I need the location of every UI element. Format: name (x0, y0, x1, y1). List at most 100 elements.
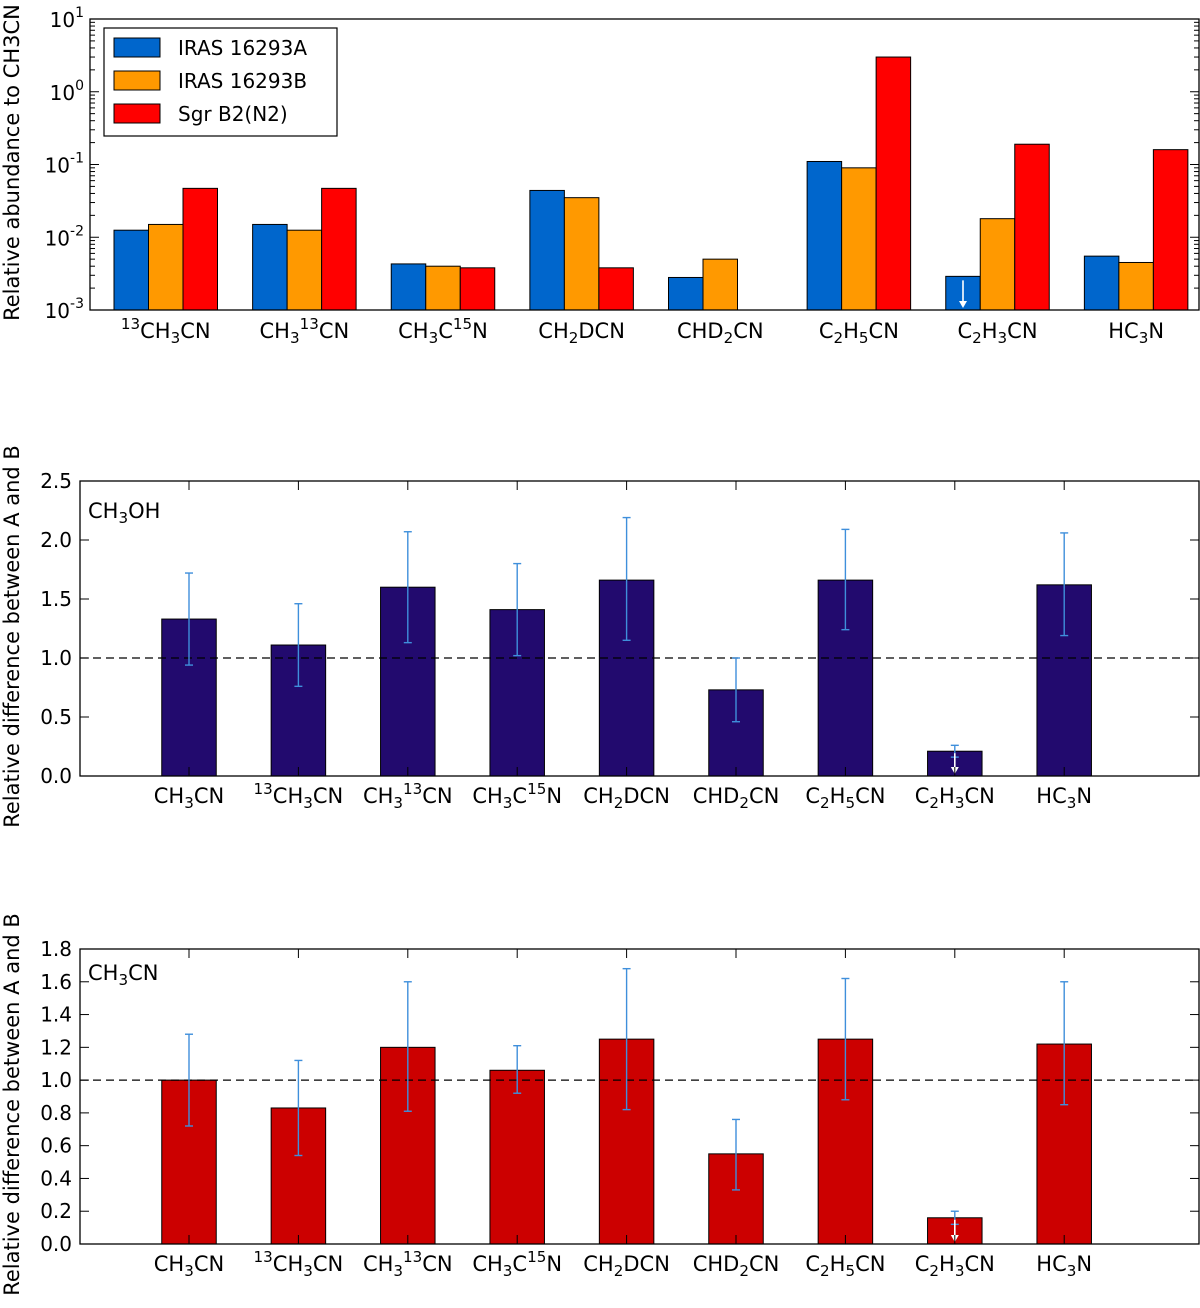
bar (563, 197, 600, 311)
bar (1083, 255, 1120, 311)
label-segment: 3 (503, 794, 513, 812)
label-segment: CH (88, 499, 118, 523)
label-segment: 2 (724, 329, 734, 347)
label-segment: 2 (569, 329, 579, 347)
tick-exponent: 0 (75, 78, 84, 94)
label-segment: 2 (614, 794, 624, 812)
bar (252, 223, 288, 311)
label-segment: OH (128, 499, 160, 523)
label-segment: C (819, 319, 834, 343)
label-segment: CH (273, 784, 303, 808)
label-segment: HC (1108, 319, 1138, 343)
label-segment: CN (313, 784, 343, 808)
label-segment: C (957, 319, 972, 343)
label-segment: C (512, 784, 527, 808)
label-segment: CN (422, 784, 452, 808)
x-category-label: C2H3CN (957, 319, 1037, 347)
label-segment: CH (154, 1252, 184, 1276)
y-tick-label: 0.8 (40, 1101, 72, 1125)
y-tick-label: 101 (50, 5, 84, 32)
label-segment: CH (398, 319, 428, 343)
label-segment: CN (749, 784, 779, 808)
y-axis-label: Relative difference between A and B (0, 913, 24, 1296)
label-segment: DCN (578, 319, 625, 343)
bar (1152, 149, 1189, 311)
label-segment: N (1148, 319, 1164, 343)
label-segment: 13 (403, 1248, 422, 1266)
label-segment: 3 (955, 1262, 965, 1280)
label-segment: H (982, 319, 998, 343)
y-tick-label: 1.0 (40, 646, 72, 670)
plot-frame (79, 948, 1200, 1245)
x-category-label: CH313CN (363, 780, 453, 812)
y-tick-label: 1.2 (40, 1035, 72, 1059)
label-segment: 3 (303, 794, 313, 812)
label-segment: DCN (623, 784, 670, 808)
label-segment: 15 (527, 780, 546, 798)
label-segment: CHD (693, 1252, 740, 1276)
label-segment: 5 (859, 329, 869, 347)
label-segment: CN (749, 1252, 779, 1276)
y-tick-label: 1.4 (40, 1003, 72, 1027)
bar (979, 218, 1016, 311)
y-axis-label: Relative abundance to CH3CN (0, 4, 24, 321)
label-segment: 3 (1139, 329, 1149, 347)
x-category-label: CH3C15N (398, 315, 488, 347)
label-segment: 13 (403, 780, 422, 798)
tick-base: 10 (50, 8, 75, 32)
label-segment: CH (583, 784, 613, 808)
label-segment: CH (538, 319, 568, 343)
label-segment: CN (869, 319, 899, 343)
y-tick-label: 100 (50, 78, 84, 105)
label-segment: 3 (118, 509, 128, 527)
label-segment: 3 (1067, 1262, 1077, 1280)
x-category-label: 13CH3CN (121, 315, 211, 347)
y-tick-label: 2.0 (40, 528, 72, 552)
label-segment: CH (363, 784, 393, 808)
bar (148, 223, 184, 311)
legend-entry: IRAS 16293B (178, 69, 307, 93)
label-segment: CN (128, 961, 158, 985)
tick-base: 10 (45, 226, 70, 250)
y-tick-label: 1.8 (40, 937, 72, 961)
bar (286, 229, 323, 311)
label-segment: 2 (820, 794, 830, 812)
label-segment: 2 (739, 1262, 749, 1280)
label-segment: CN (964, 1252, 994, 1276)
label-segment: H (843, 319, 859, 343)
bar (321, 187, 357, 311)
label-segment: CN (313, 1252, 343, 1276)
label-segment: CHD (693, 784, 740, 808)
label-segment: 2 (820, 1262, 830, 1280)
label-segment: 2 (929, 1262, 939, 1280)
label-segment: 3 (184, 1262, 194, 1280)
tick-base: 10 (50, 81, 75, 105)
label-segment: CH (583, 1252, 613, 1276)
y-axis-label: Relative difference between A and B (0, 445, 24, 828)
label-segment: CH (472, 1252, 502, 1276)
x-category-label: CH313CN (260, 315, 350, 347)
label-segment: C (438, 319, 453, 343)
bar (489, 1069, 545, 1245)
panel-annotation: CH3OH (88, 499, 160, 527)
label-segment: 13 (121, 315, 140, 333)
y-tick-label: 10-3 (45, 296, 84, 323)
label-segment: CN (180, 319, 210, 343)
x-category-label: C2H5CN (805, 784, 885, 812)
label-segment: N (1076, 1252, 1092, 1276)
label-segment: 2 (972, 329, 982, 347)
label-segment: CN (964, 784, 994, 808)
label-segment: 3 (303, 1262, 313, 1280)
label-segment: CN (319, 319, 349, 343)
tick-exponent: -1 (70, 151, 84, 167)
x-category-label: CH2DCN (538, 319, 625, 347)
panel-annotation: CH3CN (88, 961, 158, 989)
plot-frame (79, 480, 1200, 777)
label-segment: 3 (998, 329, 1008, 347)
x-category-label: C2H3CN (915, 784, 995, 812)
y-tick-label: 0.5 (40, 705, 72, 729)
label-segment: 3 (171, 329, 181, 347)
bar (390, 263, 427, 311)
